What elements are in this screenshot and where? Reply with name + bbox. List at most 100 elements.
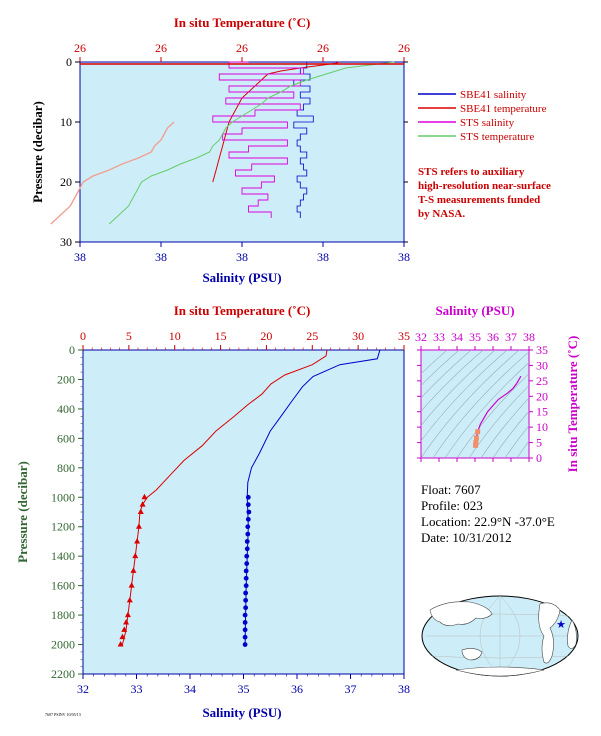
ts-isopycnal-line [492,410,529,458]
salinity-marker [245,516,251,522]
ts-isopycnal-line [421,350,448,375]
near-surface-bottom-tick-label: 38 [317,250,329,264]
ts-deep-marker [473,440,479,446]
salinity-marker [245,494,251,500]
temperature-marker [137,508,144,514]
near-surface-bottom-tick-label: 38 [74,250,86,264]
ts-top-tick-label: 37 [505,330,517,344]
temperature-marker [132,552,139,559]
ts-isopycnal-line [516,440,529,458]
ts-isopycnal-line [444,362,529,458]
profile-top-tick-label: 10 [169,329,181,343]
ts-right-tick-label: 35 [536,343,548,357]
salinity-marker [243,605,249,611]
map-land-americas [538,602,561,664]
profile-number: Profile: 023 [421,498,483,513]
profile-top-tick-label: 20 [260,329,272,343]
ts-salinity-axis-label: Salinity (PSU) [435,303,514,318]
profile-y-tick-label: 2200 [51,667,75,681]
ts-isopycnal-line [432,351,529,458]
temperature-profile-line [120,349,328,645]
profile-top-tick-label: 15 [215,329,227,343]
salinity-marker [244,553,250,559]
profile-y-tick-label: 600 [57,431,75,445]
near-surface-top-tick-label: 26 [317,41,329,55]
near-surface-panel: 26 26 26 26 26 38 38 38 38 38 0 10 20 30 In situ Temp… [30,15,410,285]
legend-label: SBE41 temperature [460,103,547,115]
profile-y-tick-label: 2000 [51,638,75,652]
profile-y-tick-label: 200 [57,372,75,386]
profile-y-tick-label: 1200 [51,520,75,534]
profile-bottom-tick-label: 37 [345,682,357,696]
ts-temperature-axis-label: In situ Temperature (˚C) [565,336,580,473]
temperature-marker [130,567,137,573]
near-surface-y-tick-label: 10 [60,115,72,129]
profile-y-tick-label: 400 [57,402,75,416]
footer-text: 7607 PSINV 10/05/13 [45,712,81,717]
profile-y-tick-label: 0 [69,343,75,357]
profile-bottom-tick-label: 35 [238,682,250,696]
salinity-marker [242,627,248,633]
salinity-marker [245,531,251,537]
legend-label: STS temperature [460,131,534,143]
near-surface-top-tick-label: 26 [398,41,410,55]
temperature-marker [121,626,128,632]
near-surface-top-tick-label: 26 [74,41,86,55]
salinity-marker [245,502,251,508]
near-surface-series-line-3 [212,61,305,218]
legend-note-line: high-resolution near-surface [418,180,551,192]
near-surface-salinity-axis-label: Salinity (PSU) [202,270,281,285]
legend-label: SBE41 salinity [460,89,527,101]
temperature-marker [119,633,126,640]
profile-bottom-tick-label: 33 [131,682,143,696]
temperature-marker [123,618,130,625]
ts-top-tick-label: 35 [469,330,481,344]
ts-right-tick-label: 15 [536,405,548,419]
ts-isopycnal-line [480,397,529,458]
location: Location: 22.9°N -37.0°E [421,514,555,529]
ts-isopycnal-line [421,350,484,412]
profile-panel: 0 5 10 15 20 25 30 35 32 33 34 35 36 37 38 0 200 400 600 80… [15,303,410,720]
temperature-marker [135,523,142,529]
profile-top-tick-label: 35 [398,329,410,343]
salinity-marker [243,568,249,574]
salinity-marker [244,546,250,552]
map-land-eurasia [429,601,493,626]
temperature-marker [128,582,135,588]
profile-y-tick-label: 1000 [51,490,75,504]
near-surface-series-line-1 [293,61,314,218]
profile-top-tick-label: 25 [306,329,318,343]
profile-salinity-axis-label: Salinity (PSU) [202,705,281,720]
temperature-marker [139,501,146,507]
map-land-antarctica [455,666,545,677]
temperature-marker [134,537,141,544]
near-surface-temperature-axis-label: In situ Temperature (˚C) [174,15,311,30]
ts-right-tick-label: 25 [536,374,548,388]
salinity-marker [246,509,252,515]
ts-top-tick-label: 36 [487,330,499,344]
temperature-marker [117,641,124,647]
salinity-marker [243,597,249,603]
near-surface-series-line-4 [108,61,395,225]
profile-bottom-tick-label: 32 [77,682,89,696]
ts-right-tick-label: 20 [536,389,548,403]
ts-right-tick-label: 0 [536,451,542,465]
legend-note-line: STS refers to auxiliary [418,166,525,178]
ts-deep-marker [473,442,479,448]
near-surface-y-tick-label: 0 [66,55,72,69]
ts-isopycnal-line [456,373,529,458]
legend-label: STS salinity [460,117,515,129]
profile-plot-area [82,349,405,675]
profile-y-tick-label: 1800 [51,608,75,622]
ts-isopycnal-line [421,350,508,442]
temperature-marker [141,493,148,500]
salinity-marker [242,642,248,647]
profile-y-tick-label: 1600 [51,579,75,593]
ts-top-tick-label: 34 [451,330,463,344]
salinity-marker [243,575,249,581]
date: Date: 10/31/2012 [421,530,512,545]
ts-isopycnal-line [468,385,529,458]
ts-deep-marker [473,435,479,441]
